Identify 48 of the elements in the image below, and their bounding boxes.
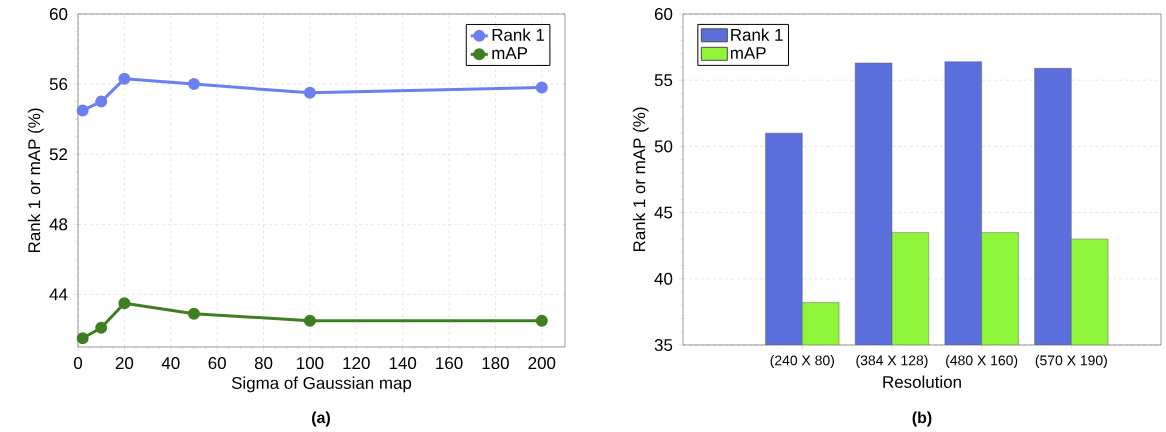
x-tick-label: (384 X 128) bbox=[856, 355, 928, 369]
x-tick-label: (570 X 190) bbox=[1035, 355, 1107, 369]
y-tick-label: 50 bbox=[654, 140, 673, 153]
x-tick-label: 200 bbox=[528, 357, 556, 370]
y-tick-label: 55 bbox=[654, 74, 673, 87]
point bbox=[118, 297, 131, 310]
x-tick-label: 120 bbox=[343, 357, 370, 370]
legend-label: Rank 1 bbox=[731, 28, 783, 41]
x-tick-label: 160 bbox=[436, 357, 463, 370]
y-tick-label: 35 bbox=[654, 338, 673, 351]
x-axis-title: Resolution bbox=[883, 375, 961, 388]
x-tick-label: 0 bbox=[73, 357, 83, 370]
point bbox=[95, 95, 108, 108]
x-axis-title: Sigma of Gaussian map bbox=[231, 376, 412, 393]
y-axis-title: Rank 1 or mAP (%) bbox=[27, 108, 44, 253]
point bbox=[76, 332, 89, 345]
y-tick-label: 52 bbox=[49, 148, 68, 161]
y-tick-label: 56 bbox=[49, 78, 68, 91]
point bbox=[187, 78, 200, 91]
x-tick-label: (240 X 80) bbox=[770, 355, 834, 369]
y-tick-label: 60 bbox=[654, 7, 673, 20]
y-axis-title: Rank 1 or mAP (%) bbox=[632, 107, 649, 252]
x-tick-label: 80 bbox=[254, 357, 273, 370]
point bbox=[76, 104, 89, 117]
legend-label: mAP bbox=[492, 47, 528, 59]
y-tick-label: 40 bbox=[654, 272, 673, 285]
point bbox=[535, 314, 548, 327]
x-tick-label: 60 bbox=[208, 357, 226, 370]
legend-label: mAP bbox=[730, 47, 766, 59]
point bbox=[187, 307, 200, 320]
x-tick-label: 140 bbox=[389, 357, 417, 370]
x-tick-label: (480 X 160) bbox=[946, 355, 1018, 369]
y-tick-label: 60 bbox=[49, 7, 68, 20]
y-tick-label: 48 bbox=[49, 218, 68, 231]
x-tick-label: 180 bbox=[482, 357, 509, 370]
point bbox=[303, 86, 316, 99]
text: (a) bbox=[312, 411, 330, 427]
x-tick-label: 100 bbox=[297, 357, 324, 370]
y-tick-label: 45 bbox=[654, 206, 673, 219]
point bbox=[535, 81, 548, 94]
x-tick-label: 40 bbox=[161, 357, 180, 370]
point bbox=[95, 321, 108, 334]
legend-label: Rank 1 bbox=[492, 28, 545, 41]
point bbox=[303, 314, 316, 327]
point bbox=[118, 72, 131, 85]
text: (b) bbox=[912, 411, 932, 427]
y-tick-label: 44 bbox=[49, 288, 68, 301]
x-tick-label: 20 bbox=[115, 357, 134, 370]
